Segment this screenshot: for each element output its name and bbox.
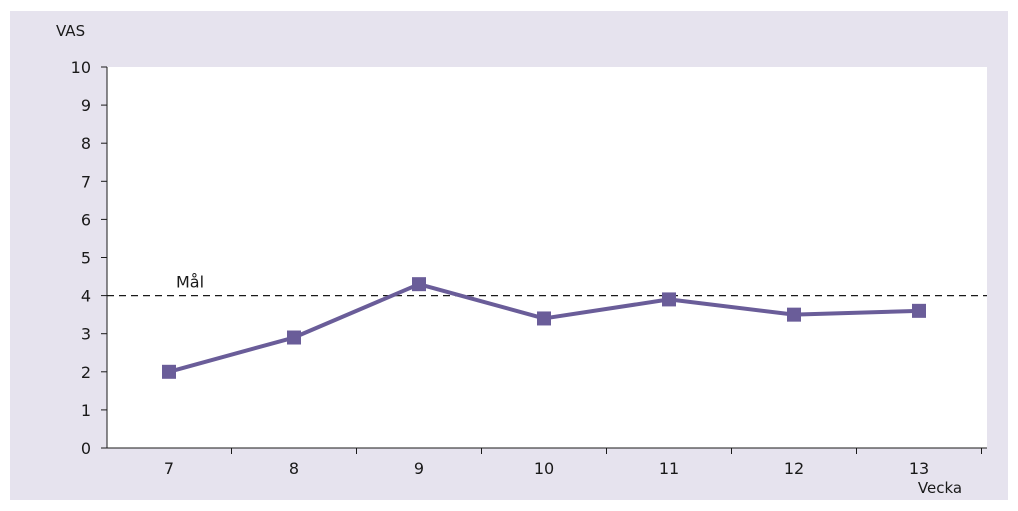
series-group <box>162 277 926 379</box>
y-tick-label: 3 <box>81 325 91 344</box>
y-tick-label: 6 <box>81 210 91 229</box>
data-point-marker <box>162 364 176 379</box>
target-reference-label: Mål <box>176 273 204 292</box>
y-tick-label: 4 <box>81 287 91 306</box>
x-tick-label: 7 <box>164 459 174 478</box>
y-axis-title: VAS <box>56 22 85 40</box>
x-tick-label: 11 <box>659 459 679 478</box>
y-axis-ticks: 0 1 2 3 4 5 6 7 8 9 10 <box>71 58 107 458</box>
x-tick-label: 13 <box>909 459 929 478</box>
data-point-marker <box>912 303 926 318</box>
x-tick-label: 12 <box>784 459 804 478</box>
data-point-marker <box>412 277 426 292</box>
data-point-marker <box>537 311 551 326</box>
data-point-marker <box>787 307 801 322</box>
y-tick-label: 9 <box>81 96 91 115</box>
y-tick-label: 0 <box>81 439 91 458</box>
x-axis-title: Vecka <box>918 479 962 497</box>
y-tick-label: 10 <box>71 58 91 77</box>
x-tick-label: 10 <box>534 459 554 478</box>
x-axis-ticks: 7 8 9 10 11 12 13 <box>164 448 982 478</box>
y-tick-label: 8 <box>81 134 91 153</box>
x-tick-label: 8 <box>289 459 299 478</box>
y-tick-label: 2 <box>81 363 91 382</box>
plot-area <box>107 67 987 448</box>
data-point-marker <box>287 330 301 345</box>
y-tick-label: 1 <box>81 401 91 420</box>
chart-figure: 0 1 2 3 4 5 6 7 8 9 10 7 8 9 10 11 12 13 Mål VAS Vecka <box>10 11 1008 500</box>
x-tick-label: 9 <box>414 459 424 478</box>
y-tick-label: 7 <box>81 172 91 191</box>
data-point-marker <box>662 292 676 307</box>
y-tick-label: 5 <box>81 249 91 268</box>
